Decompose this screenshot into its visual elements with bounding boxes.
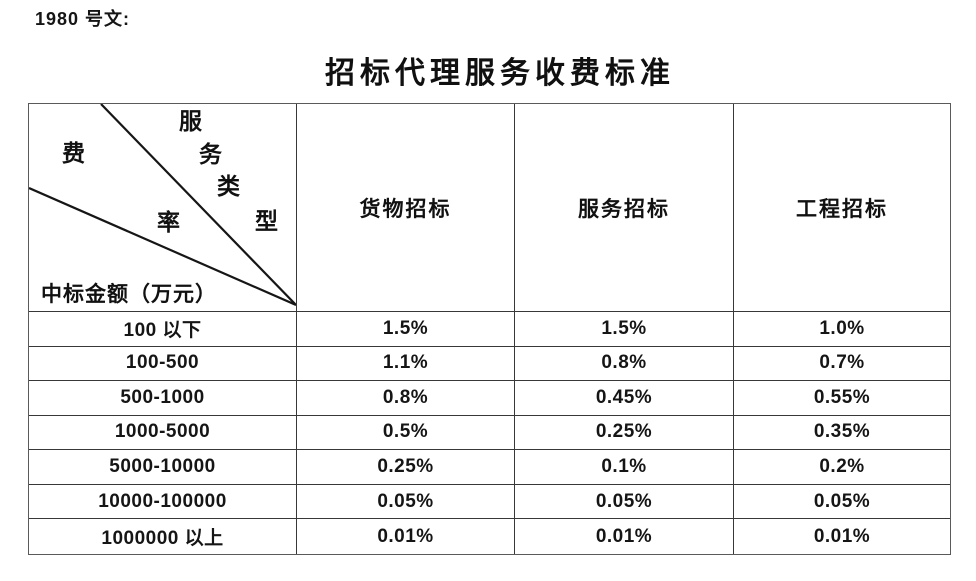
fee-value: 0.2% (734, 450, 950, 485)
fee-standard-table: 服 务 类 型 费 率 中标金额（万元） 货物招标 服务招标 工程招标 100 … (28, 103, 951, 555)
fee-value: 0.05% (515, 484, 734, 520)
fee-value: 0.8% (297, 381, 515, 416)
fee-value: 0.25% (297, 450, 515, 485)
table-corner-cell: 服 务 类 型 费 率 中标金额（万元） (29, 104, 297, 312)
fee-value: 1.1% (297, 346, 515, 382)
row-label: 500-1000 (29, 381, 297, 416)
corner-rate-char-2: 率 (157, 210, 180, 235)
column-header-service-bidding: 服务招标 (515, 104, 734, 312)
document-reference: 1980 号文: (35, 9, 131, 29)
row-label: 10000-100000 (29, 484, 297, 520)
fee-value: 0.01% (515, 519, 734, 554)
fee-value: 0.25% (515, 415, 734, 451)
fee-value: 0.35% (734, 416, 950, 451)
fee-value: 0.7% (734, 347, 950, 382)
fee-value: 1.5% (515, 312, 734, 347)
corner-rate-char-1: 费 (62, 141, 85, 166)
fee-value: 0.5% (297, 415, 515, 451)
column-header-goods-bidding: 货物招标 (297, 104, 515, 312)
corner-amount-label: 中标金额（万元） (41, 282, 217, 306)
fee-value: 1.0% (734, 312, 950, 347)
corner-service-type-char-2: 务 (199, 142, 222, 167)
corner-service-type-char-1: 服 (179, 109, 202, 134)
corner-service-type-char-4: 型 (255, 209, 278, 234)
fee-value: 0.55% (734, 381, 950, 416)
row-label: 100-500 (29, 346, 297, 382)
page-title: 招标代理服务收费标准 (325, 57, 675, 90)
fee-value: 0.05% (297, 484, 515, 520)
fee-value: 0.1% (515, 450, 734, 485)
fee-value: 0.8% (515, 346, 734, 382)
row-label: 5000-10000 (29, 450, 297, 485)
fee-value: 1.5% (297, 312, 515, 347)
fee-value: 0.01% (813, 525, 871, 547)
fee-value: 0.05% (734, 485, 950, 520)
corner-service-type-char-3: 类 (217, 174, 240, 199)
row-label: 1000000 以上 (29, 519, 297, 554)
fee-value: 0.45% (515, 381, 734, 416)
column-header-works-bidding: 工程招标 (734, 104, 950, 312)
fee-value: 0.01% (297, 519, 515, 554)
diagonal-divider-lines (29, 104, 296, 307)
row-label: 1000-5000 (29, 415, 297, 451)
row-label: 100 以下 (29, 312, 297, 347)
